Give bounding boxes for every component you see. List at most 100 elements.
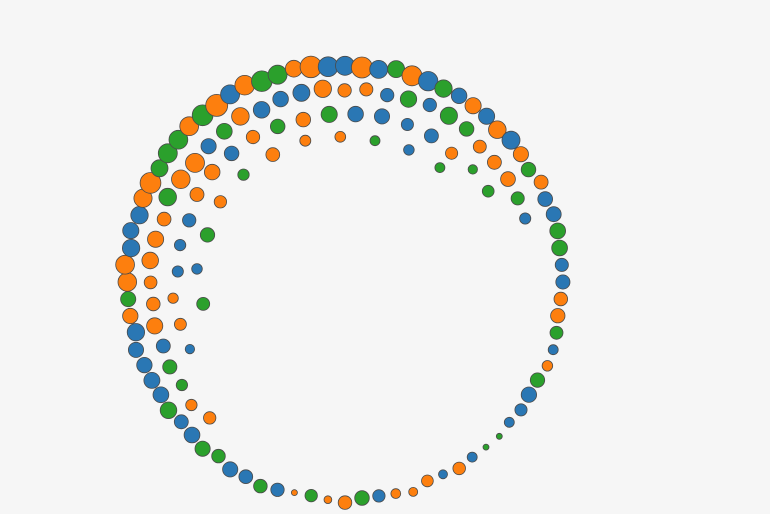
bubble-orange-120 bbox=[203, 163, 221, 181]
bubble-orange-5 bbox=[541, 360, 554, 372]
bubble-blue-14 bbox=[438, 469, 448, 480]
bubble-blue-0 bbox=[555, 274, 571, 290]
bubble-blue-27 bbox=[222, 461, 239, 478]
bubble-orange-90 bbox=[156, 211, 172, 227]
bubble-orange-124 bbox=[295, 111, 312, 128]
bubble-blue-97 bbox=[252, 101, 271, 119]
bubble-blue-79 bbox=[554, 257, 569, 272]
bubble-orange-80 bbox=[203, 411, 217, 425]
bubble-orange-119 bbox=[189, 187, 205, 202]
bubble-green-32 bbox=[159, 401, 178, 420]
bubble-blue-12 bbox=[466, 451, 478, 463]
bubble-orange-92 bbox=[171, 169, 191, 190]
bubble-blue-24 bbox=[270, 482, 285, 497]
bubble-orange-89 bbox=[147, 230, 165, 248]
bubble-orange-57 bbox=[284, 59, 303, 78]
bubble-blue-30 bbox=[183, 426, 201, 444]
bubble-green-28 bbox=[211, 448, 226, 464]
bubble-green-133 bbox=[196, 296, 211, 311]
bubble-orange-68 bbox=[464, 97, 482, 115]
bubble-orange-101 bbox=[337, 83, 352, 98]
bubble-blue-75 bbox=[537, 191, 553, 207]
bubble-blue-126 bbox=[347, 105, 364, 123]
bubble-orange-1 bbox=[553, 291, 569, 307]
bubble-blue-59 bbox=[317, 56, 339, 77]
bubble-green-10 bbox=[495, 432, 503, 440]
bubble-orange-140 bbox=[334, 131, 347, 143]
bubble-orange-85 bbox=[146, 317, 164, 335]
bubble-green-141 bbox=[369, 135, 381, 147]
bubble-green-22 bbox=[304, 488, 318, 503]
bubble-green-11 bbox=[482, 443, 490, 451]
bubble-blue-103 bbox=[380, 88, 395, 103]
bubble-green-73 bbox=[520, 161, 537, 178]
bubble-green-123 bbox=[270, 118, 286, 135]
bubble-blue-62 bbox=[369, 60, 389, 79]
bubble-blue-112 bbox=[519, 212, 532, 225]
bubble-blue-71 bbox=[501, 130, 521, 150]
bubble-green-25 bbox=[253, 478, 268, 494]
bubble-blue-118 bbox=[182, 213, 197, 228]
bubble-orange-122 bbox=[245, 129, 261, 145]
bubble-green-66 bbox=[434, 79, 453, 98]
bubble-orange-93 bbox=[185, 152, 205, 173]
bubble-blue-134 bbox=[191, 263, 203, 275]
bubble-orange-88 bbox=[141, 251, 159, 270]
bubble-blue-37 bbox=[126, 323, 145, 342]
bubble-blue-42 bbox=[122, 239, 141, 258]
bubble-green-106 bbox=[439, 106, 458, 125]
bubble-blue-44 bbox=[130, 206, 149, 225]
bubble-green-125 bbox=[320, 105, 338, 123]
bubble-orange-17 bbox=[390, 488, 402, 499]
bubble-blue-84 bbox=[155, 338, 171, 354]
bubble-blue-43 bbox=[122, 222, 140, 240]
bubble-green-83 bbox=[162, 359, 178, 375]
bubble-orange-74 bbox=[533, 174, 549, 190]
bubble-green-107 bbox=[458, 121, 475, 137]
bubble-green-91 bbox=[158, 187, 177, 207]
bubble-orange-23 bbox=[290, 489, 298, 497]
bubble-blue-129 bbox=[423, 128, 439, 144]
bubble-green-111 bbox=[510, 191, 525, 206]
bubble-orange-46 bbox=[139, 172, 162, 194]
bubble-blue-116 bbox=[171, 265, 184, 278]
bubble-blue-18 bbox=[372, 489, 386, 503]
bubble-green-49 bbox=[168, 129, 189, 150]
bubble-orange-70 bbox=[488, 120, 507, 139]
bubble-green-132 bbox=[481, 184, 495, 198]
bubble-blue-35 bbox=[136, 356, 153, 374]
bubble-green-29 bbox=[194, 440, 211, 457]
bubble-orange-16 bbox=[408, 486, 419, 497]
bubble-green-6 bbox=[529, 372, 546, 388]
bubble-blue-105 bbox=[422, 97, 437, 113]
bubble-orange-138 bbox=[265, 147, 281, 162]
bubble-orange-21 bbox=[323, 495, 333, 505]
bubble-orange-15 bbox=[421, 474, 434, 488]
bubble-orange-41 bbox=[115, 254, 135, 275]
bubble-orange-130 bbox=[445, 146, 459, 160]
bubble-green-104 bbox=[399, 90, 418, 108]
bubble-blue-36 bbox=[127, 341, 144, 358]
bubble-orange-108 bbox=[472, 139, 487, 154]
bubble-blue-69 bbox=[478, 107, 496, 125]
bubble-green-48 bbox=[157, 143, 178, 164]
bubble-orange-115 bbox=[167, 292, 179, 304]
bubble-orange-81 bbox=[185, 398, 198, 412]
bubble-blue-4 bbox=[547, 344, 559, 356]
bubble-orange-38 bbox=[122, 307, 139, 325]
bubble-orange-109 bbox=[486, 154, 502, 170]
bubble-blue-117 bbox=[174, 239, 187, 252]
bubble-green-78 bbox=[551, 239, 568, 257]
bubble-green-137 bbox=[237, 168, 250, 181]
bubble-blue-34 bbox=[143, 371, 161, 389]
bubble-blue-142 bbox=[403, 144, 415, 156]
bubble-orange-2 bbox=[550, 308, 566, 324]
bubble-orange-136 bbox=[213, 195, 227, 209]
bubble-blue-113 bbox=[184, 343, 195, 355]
bubble-green-56 bbox=[267, 64, 288, 85]
bubble-blue-128 bbox=[400, 118, 414, 132]
bubble-blue-8 bbox=[514, 403, 528, 417]
bubble-orange-139 bbox=[299, 134, 312, 147]
bubble-orange-114 bbox=[173, 317, 187, 331]
